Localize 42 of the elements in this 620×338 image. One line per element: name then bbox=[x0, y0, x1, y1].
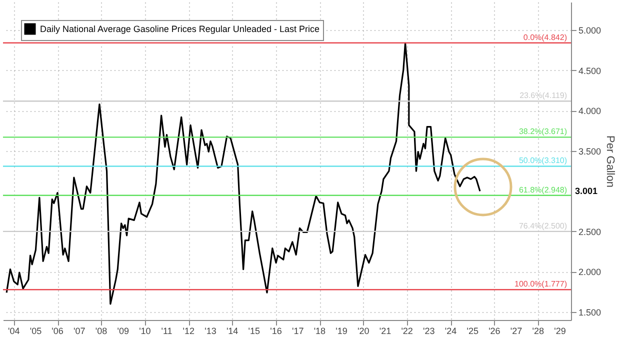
y-tick-label: 4.000 bbox=[578, 106, 602, 116]
ref-line-label: 0.0%(4.842) bbox=[523, 32, 568, 42]
ref-line-label: 100.0%(1.777) bbox=[514, 280, 568, 289]
x-tick-label: '18 bbox=[314, 326, 326, 336]
y-tick-label: 5.000 bbox=[578, 26, 602, 36]
x-tick-label: '09 bbox=[117, 326, 129, 336]
y-tick-label: 2.000 bbox=[578, 267, 602, 278]
x-tick-label: '06 bbox=[52, 326, 64, 336]
y-tick-label: 1.500 bbox=[578, 307, 602, 318]
x-tick-label: '24 bbox=[444, 326, 457, 336]
x-tick-label: '12 bbox=[182, 326, 195, 336]
ref-line-label: 50.0%(3.310) bbox=[518, 156, 568, 166]
legend-label: Daily National Average Gasoline Prices Regular Unleaded - Last Price bbox=[40, 24, 320, 34]
x-tick-label: '16 bbox=[270, 326, 282, 336]
x-tick-label: '29 bbox=[554, 326, 566, 336]
x-tick-label: '17 bbox=[292, 326, 304, 336]
x-tick-label: '27 bbox=[510, 326, 522, 336]
ref-line-label: 38.2%(3.671) bbox=[518, 127, 568, 136]
x-tick-label: '10 bbox=[139, 326, 151, 336]
x-tick-label: '07 bbox=[74, 326, 86, 336]
y-tick-label: 2.500 bbox=[578, 226, 602, 237]
x-tick-label: '08 bbox=[95, 326, 108, 336]
y-tick-label: 4.500 bbox=[578, 66, 602, 76]
x-tick-label: '15 bbox=[248, 326, 260, 336]
x-tick-label: '23 bbox=[423, 326, 435, 336]
x-tick-label: '11 bbox=[161, 326, 172, 336]
x-tick-label: '28 bbox=[532, 326, 544, 336]
y-tick-label: 3.500 bbox=[578, 146, 602, 156]
x-tick-label: '20 bbox=[358, 326, 370, 336]
line-series bbox=[6, 42, 481, 305]
x-tick-label: '26 bbox=[488, 326, 500, 336]
x-tick-label: '21 bbox=[379, 326, 392, 336]
annotation: 3.001 bbox=[575, 186, 598, 196]
x-tick-label: '14 bbox=[226, 326, 238, 336]
x-tick-label: '19 bbox=[336, 326, 348, 336]
y-axis-title: Per Gallon bbox=[604, 136, 616, 188]
x-tick-label: '25 bbox=[466, 326, 478, 336]
ref-line-label: 61.8%(2.948) bbox=[518, 185, 568, 194]
x-tick-label: '13 bbox=[204, 326, 216, 336]
x-tick-label: '05 bbox=[30, 326, 42, 336]
x-tick-label: '22 bbox=[401, 326, 413, 336]
x-tick-label: '04 bbox=[8, 326, 20, 336]
